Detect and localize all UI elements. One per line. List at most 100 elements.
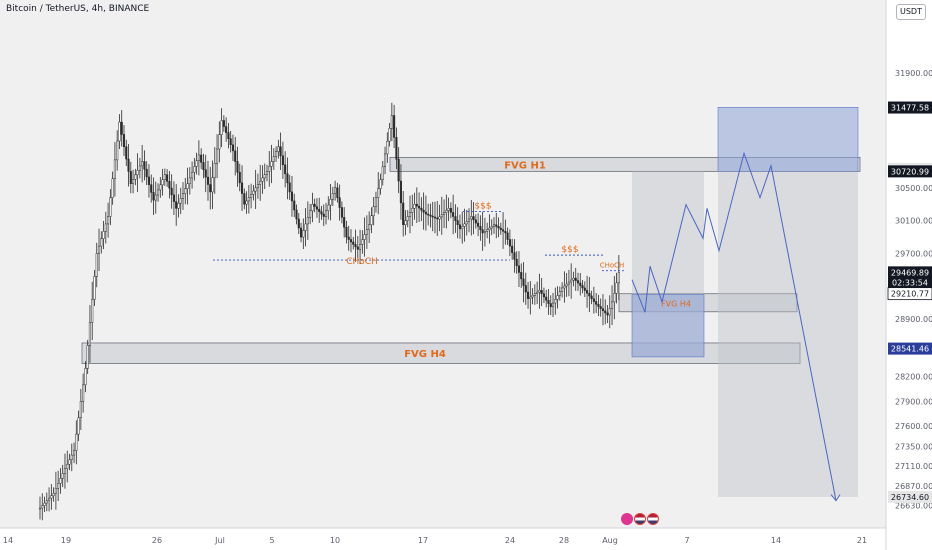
candle-body [220,120,223,135]
price-tag-label: 30720.99 [891,167,929,176]
entry-zone-box [631,294,705,358]
candle-body [590,295,593,300]
candle-body [79,401,82,418]
candle-body [483,231,486,234]
candle-body [127,158,130,172]
candle-body [52,492,55,496]
annotation-label: CHoCH [600,262,625,270]
candle-body [186,183,189,189]
candle-body [166,174,169,182]
y-tick-label: 27600.00 [895,422,932,431]
candle-body [615,282,618,294]
candle-body [508,239,511,247]
candle-body [345,226,348,238]
candle-body [63,468,67,474]
candle-body [617,272,620,284]
candle-body [270,161,273,167]
candle-body [91,299,94,323]
candle-body [567,281,570,285]
candle-body [277,146,280,152]
annotation-label: CHoCH [346,257,378,267]
candle-body [138,165,141,171]
candle-body [107,216,110,225]
currency-button[interactable]: USDT [896,4,926,20]
candle-body [420,207,423,211]
fvg-zone-label: FVG H4 [404,349,446,360]
annotation-label: $$$ [474,202,491,212]
candle-body [304,223,307,231]
candle-body [236,161,239,173]
candle-body [504,231,507,234]
y-tick-label: 27350.00 [895,442,932,451]
candle-body [452,212,455,217]
y-tick-label: 27900.00 [895,397,932,406]
flash-event-icon[interactable] [621,513,633,525]
x-tick-label: 5 [269,536,274,545]
candle-body [381,166,384,180]
candle-body [197,154,200,161]
candle-body [536,291,539,294]
price-tag-bg [888,266,932,289]
price-tag-bg [888,490,932,503]
candle-body [606,312,609,316]
candle-body [488,227,491,230]
candle-body [586,290,589,294]
candle-body [231,144,234,152]
candle-body [549,303,552,308]
candle-body [399,180,402,204]
candle-body [211,177,214,193]
x-tick-label: 21 [857,536,867,545]
candle-body [184,188,187,194]
candle-body [449,208,452,213]
candle-body [427,213,430,216]
candle-body [295,209,298,220]
candle-body [379,179,382,189]
candle-body [565,283,568,287]
candle-body [206,176,210,185]
candle-body [588,292,591,297]
y-tick-label: 31900.00 [895,69,932,78]
candle-body [88,322,91,346]
price-tag-bg [888,342,932,355]
candle-body [404,220,407,225]
x-tick-label: 24 [505,536,515,545]
candle-body [61,473,64,479]
candle-body [538,290,541,293]
candle-body [570,279,573,283]
candle-body [497,226,500,229]
candle-body [179,198,182,204]
candle-body [393,115,396,138]
x-tick-label: 10 [330,536,340,545]
candle-body [54,488,57,494]
candle-body [331,193,334,200]
candle-body [161,179,164,186]
candle-body [595,301,598,305]
candle-body [122,134,126,147]
us-flag-icon[interactable] [647,513,659,525]
candle-body [486,229,489,232]
candle-body [377,188,380,198]
candle-body [579,282,582,286]
candle-body [170,187,173,196]
x-tick-label: 7 [684,536,689,545]
candle-body [252,190,255,195]
candle-body [438,216,441,220]
candle-body [499,227,502,230]
candle-body [59,478,62,484]
us-flag-icon[interactable] [634,513,646,525]
candle-body [492,224,496,227]
candle-body [147,176,151,185]
candle-body [613,293,616,303]
candle-body [229,138,232,146]
candle-body [193,166,196,173]
candle-body [359,244,362,250]
candle-body [111,178,114,198]
candle-body [141,161,144,167]
candle-body [563,285,566,289]
candle-body [511,245,514,253]
annotation-label: $$$ [561,245,578,255]
y-tick-label: 26630.00 [895,502,932,511]
candle-body [286,173,289,184]
candle-body [406,216,409,221]
